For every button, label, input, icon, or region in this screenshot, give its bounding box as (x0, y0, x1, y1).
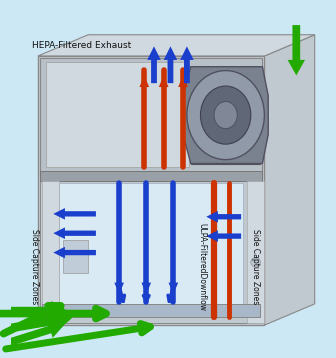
FancyArrow shape (53, 247, 96, 258)
Bar (46, 62, 189, 168)
Bar (59, 183, 243, 304)
FancyArrow shape (139, 76, 149, 168)
FancyArrow shape (0, 301, 69, 322)
FancyArrow shape (206, 230, 241, 242)
Bar (38, 56, 264, 325)
Bar (40, 58, 262, 175)
FancyArrow shape (141, 202, 151, 294)
Bar (40, 171, 262, 181)
FancyArrow shape (53, 227, 96, 239)
FancyArrow shape (159, 76, 169, 168)
Text: Side Capture Zones: Side Capture Zones (30, 229, 39, 305)
Polygon shape (264, 35, 315, 325)
FancyArrow shape (164, 47, 177, 83)
Ellipse shape (251, 257, 260, 267)
Text: ULPA-FilteredDownflow: ULPA-FilteredDownflow (198, 223, 207, 311)
Bar (247, 181, 264, 323)
FancyArrow shape (0, 321, 64, 350)
FancyArrow shape (169, 202, 178, 294)
FancyArrow shape (0, 310, 73, 335)
Bar (191, 67, 260, 164)
Bar (42, 181, 59, 323)
Ellipse shape (201, 86, 251, 144)
FancyArrow shape (288, 25, 305, 76)
Text: Side Capture Zones: Side Capture Zones (251, 229, 260, 305)
Bar (40, 181, 262, 323)
Ellipse shape (214, 102, 237, 129)
FancyArrow shape (180, 47, 194, 83)
Polygon shape (183, 67, 268, 164)
Polygon shape (38, 35, 315, 56)
Text: HEPA-Filtered Exhaust: HEPA-Filtered Exhaust (32, 41, 131, 50)
FancyArrow shape (53, 208, 96, 220)
FancyArrow shape (114, 202, 124, 294)
Bar (63, 240, 88, 273)
Bar (42, 304, 260, 318)
FancyArrow shape (178, 76, 188, 168)
FancyArrow shape (206, 211, 241, 223)
Ellipse shape (187, 71, 264, 160)
FancyArrow shape (147, 47, 161, 83)
